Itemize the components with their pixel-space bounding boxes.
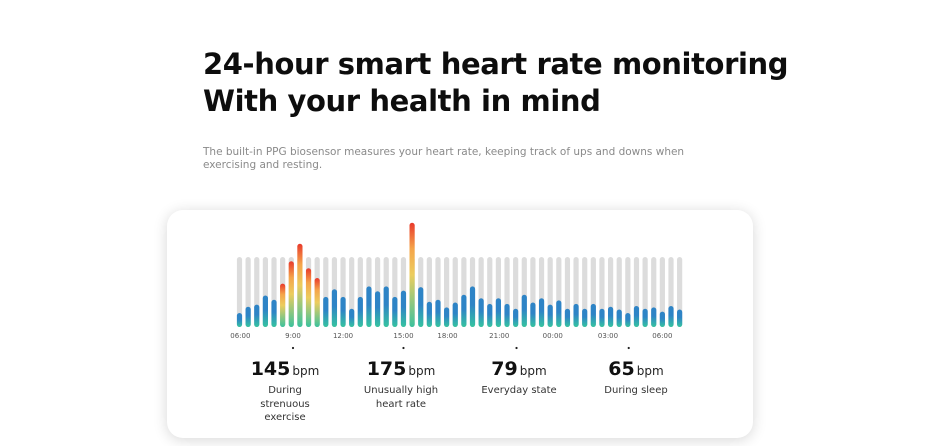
bar-track xyxy=(659,257,665,327)
heart-rate-bar xyxy=(435,299,441,327)
heart-rate-bar xyxy=(444,307,450,327)
bar-track xyxy=(677,257,683,327)
peak-bar xyxy=(280,283,286,327)
marker-dot xyxy=(627,346,630,350)
heart-rate-bar xyxy=(677,309,683,327)
heart-rate-bar xyxy=(254,304,260,327)
heart-rate-bar xyxy=(236,313,243,327)
heart-rate-bar xyxy=(383,286,389,327)
x-tick-label: 00:00 xyxy=(543,332,563,340)
heart-rate-bar xyxy=(374,291,381,327)
stat-unit: bpm xyxy=(292,364,320,378)
x-tick-label: 18:00 xyxy=(437,332,457,340)
stat-value: 175 xyxy=(366,358,407,380)
marker-dots xyxy=(291,346,630,350)
heart-rate-bar xyxy=(366,286,372,327)
heart-rate-bar xyxy=(357,296,363,327)
heart-rate-bar xyxy=(599,308,605,327)
heart-rate-bar xyxy=(530,302,536,327)
heart-rate-bar xyxy=(521,294,527,327)
x-tick-labels: 06:00 9:00 12:00 15:00 18:00 21:00 00:00 03:00 0… xyxy=(230,332,672,340)
heart-rate-bar xyxy=(633,306,640,327)
stat-value: 65 xyxy=(608,358,635,380)
heart-rate-bar xyxy=(668,306,674,327)
peak-bar xyxy=(409,222,415,327)
heart-rate-bar xyxy=(469,286,476,327)
peak-bar xyxy=(314,278,320,327)
bar-tracks xyxy=(236,257,683,327)
title-line-1: 24-hour smart heart rate monitoring xyxy=(203,47,789,81)
x-tick-label: 12:00 xyxy=(333,332,353,340)
bar-track xyxy=(625,257,631,327)
heart-rate-bar xyxy=(349,308,355,327)
stat-value: 145 xyxy=(250,358,291,380)
stat-high: 175 bpm Unusually high heart rate xyxy=(341,358,461,411)
heart-rate-bar xyxy=(504,303,510,327)
heart-rate-bar xyxy=(245,306,251,327)
stat-unit: bpm xyxy=(519,364,547,378)
stat-everyday: 79 bpm Everyday state xyxy=(459,358,579,398)
heart-rate-bar xyxy=(262,295,268,327)
x-tick-label: 9:00 xyxy=(285,332,301,340)
x-tick-label: 21:00 xyxy=(489,332,509,340)
heart-rate-bar xyxy=(461,294,467,327)
heart-rate-bar xyxy=(547,304,553,327)
title-line-2: With your health in mind xyxy=(203,84,601,118)
stat-value: 79 xyxy=(491,358,518,380)
heart-rate-bar xyxy=(495,298,501,327)
heart-rate-bar xyxy=(426,301,432,327)
heart-rate-bar xyxy=(607,306,614,327)
bar-track xyxy=(236,257,243,327)
heart-rate-bar xyxy=(616,309,622,327)
heart-rate-bar xyxy=(573,303,579,327)
heart-rate-bar xyxy=(487,303,493,327)
heart-rate-bar xyxy=(513,308,519,327)
heart-rate-bar xyxy=(651,307,657,327)
heart-rate-bar xyxy=(625,313,631,327)
stat-caption: During sleep xyxy=(604,385,668,396)
heart-rate-bar xyxy=(340,296,346,327)
bar-track xyxy=(616,257,622,327)
x-tick-label: 03:00 xyxy=(598,332,618,340)
peak-bar xyxy=(305,268,312,327)
x-tick-label: 15:00 xyxy=(393,332,413,340)
stat-unit: bpm xyxy=(636,364,664,378)
heart-rate-bar xyxy=(271,299,277,327)
heart-rate-bar xyxy=(564,308,571,327)
bars xyxy=(236,222,683,327)
stat-strenuous: 145 bpm During strenuous exercise xyxy=(225,358,345,425)
x-tick-label: 06:00 xyxy=(652,332,672,340)
stat-sleep: 65 bpm During sleep xyxy=(576,358,696,398)
marker-dot xyxy=(402,346,405,350)
page-title: 24-hour smart heart rate monitoring With… xyxy=(203,46,789,120)
heart-rate-bar xyxy=(642,308,648,327)
peak-bar xyxy=(288,261,294,327)
heart-rate-bar xyxy=(331,289,338,327)
heart-rate-bar xyxy=(659,311,665,327)
heart-rate-bar xyxy=(452,302,458,327)
heart-rate-bar xyxy=(582,308,588,327)
marker-dot xyxy=(291,346,295,350)
stat-caption: Everyday state xyxy=(481,385,557,396)
heart-rate-bar xyxy=(400,290,407,327)
x-tick-label: 06:00 xyxy=(230,332,250,340)
stat-caption: Unusually high heart rate xyxy=(363,385,439,410)
heart-rate-bar xyxy=(590,303,596,327)
heart-rate-bar xyxy=(478,298,484,327)
stat-unit: bpm xyxy=(408,364,436,378)
heart-rate-bar xyxy=(418,287,424,327)
heart-rate-bar xyxy=(556,300,562,327)
marker-dot xyxy=(515,346,518,350)
peak-bar xyxy=(297,243,303,327)
heart-rate-bar xyxy=(392,296,398,327)
description: The built-in PPG biosensor measures your… xyxy=(203,146,685,171)
stat-caption: During strenuous exercise xyxy=(260,385,310,423)
heart-rate-bar xyxy=(538,298,545,327)
heart-rate-bar xyxy=(323,296,329,327)
